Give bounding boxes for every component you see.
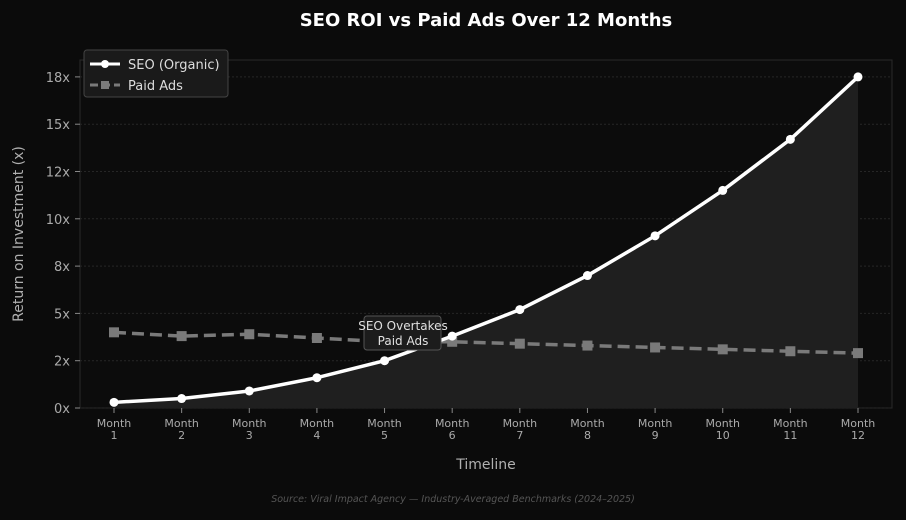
chart-title: SEO ROI vs Paid Ads Over 12 Months <box>300 10 673 31</box>
x-tick-label: Month <box>97 417 132 430</box>
legend-seo-label: SEO (Organic) <box>128 58 220 73</box>
seo-point <box>380 356 390 366</box>
y-tick-label: 5x <box>54 307 70 322</box>
seo-point <box>515 305 525 315</box>
x-tick-label: 8 <box>584 429 591 442</box>
annotation-box <box>363 315 442 351</box>
x-tick-label: 12 <box>851 429 865 442</box>
legend-paid-marker <box>101 81 109 89</box>
paid-ads-point <box>176 331 187 342</box>
x-tick-label: Month <box>232 417 267 430</box>
y-tick-label: 18x <box>46 71 71 86</box>
x-tick-label: 10 <box>716 429 730 442</box>
x-tick-label: 5 <box>381 429 388 442</box>
seo-point <box>718 185 728 195</box>
x-tick-label: 6 <box>449 429 456 442</box>
seo-point <box>244 386 254 396</box>
x-tick-label: Month <box>841 417 876 430</box>
annotation-line-2: Paid Ads <box>378 334 429 348</box>
x-axis-label: Timeline <box>455 457 516 473</box>
annotation-line-1: SEO Overtakes <box>358 319 448 333</box>
seo-area-fill <box>114 76 858 409</box>
x-tick-label: 9 <box>652 429 659 442</box>
paid-ads-point <box>244 329 255 340</box>
x-tick-label: Month <box>638 417 673 430</box>
x-tick-label: 1 <box>111 429 118 442</box>
paid-ads-point <box>582 340 593 351</box>
y-tick-label: 0x <box>54 402 70 417</box>
paid-ads-point <box>650 342 661 353</box>
x-tick-label: Month <box>300 417 335 430</box>
seo-point <box>312 373 322 383</box>
paid-ads-point <box>109 327 119 338</box>
x-tick-label: 7 <box>516 429 523 442</box>
paid-ads-point <box>311 332 322 343</box>
x-tick-label: Month <box>503 417 538 430</box>
x-tick-label: Month <box>773 417 808 430</box>
seo-line <box>113 75 860 405</box>
seo-point <box>853 72 863 82</box>
x-tick-label: 2 <box>178 429 185 442</box>
paid-ads-line <box>113 330 859 355</box>
y-axis-label: Return on Investment (x) <box>11 146 27 322</box>
legend-paid-label: Paid Ads <box>128 79 183 94</box>
paid-ads-point <box>785 346 796 357</box>
y-tick-label: 2x <box>54 355 70 370</box>
x-tick-label: 4 <box>313 429 320 442</box>
paid-ads-point <box>514 338 525 349</box>
seo-point <box>650 231 660 241</box>
paid-ads-point <box>853 348 863 359</box>
y-tick-label: 10x <box>46 213 71 228</box>
x-tick-label: Month <box>435 417 470 430</box>
x-tick-label: 11 <box>783 429 797 442</box>
seo-point <box>177 394 187 404</box>
x-tick-label: 3 <box>246 429 253 442</box>
x-tick-label: Month <box>367 417 402 430</box>
paid-ads-point <box>447 336 458 347</box>
seo-point <box>785 134 795 144</box>
legend: SEO (Organic) Paid Ads <box>83 49 229 98</box>
seo-point <box>447 331 457 341</box>
seo-point <box>109 397 119 407</box>
x-tick-label: Month <box>705 417 740 430</box>
x-tick-label: Month <box>570 417 605 430</box>
y-tick-label: 12x <box>46 166 71 181</box>
y-tick-label: 8x <box>54 260 70 275</box>
x-tick-label: Month <box>164 417 199 430</box>
source-note: Source: Viral Impact Agency — Industry-A… <box>271 494 635 505</box>
legend-seo-marker <box>101 60 109 68</box>
overtake-annotation: SEO Overtakes Paid Ads <box>358 315 448 351</box>
seo-point <box>582 271 592 281</box>
y-tick-label: 15x <box>46 118 71 133</box>
paid-ads-point <box>717 344 728 355</box>
